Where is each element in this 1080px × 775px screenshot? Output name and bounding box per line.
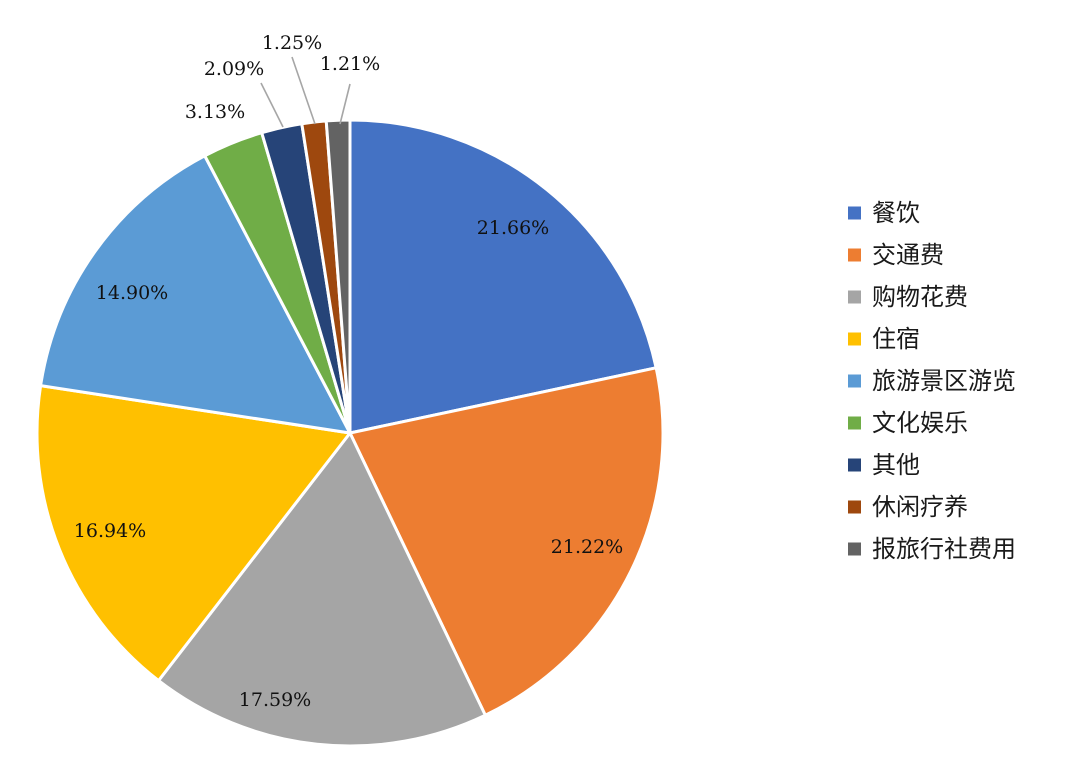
pie-slice bbox=[348, 366, 665, 717]
legend-item: 旅游景区游览 bbox=[848, 367, 1016, 395]
data-label: 14.90% bbox=[96, 282, 168, 304]
legend-swatch bbox=[848, 290, 861, 304]
data-label: 1.25% bbox=[262, 32, 322, 54]
legend-item: 餐饮 bbox=[848, 199, 920, 227]
pie-slices bbox=[35, 118, 665, 748]
data-label: 3.13% bbox=[185, 101, 245, 123]
legend-swatch bbox=[848, 416, 861, 430]
pie-slice bbox=[348, 118, 658, 435]
data-label: 1.21% bbox=[320, 53, 380, 75]
legend-item: 文化娱乐 bbox=[848, 409, 968, 437]
data-label: 21.22% bbox=[551, 536, 623, 558]
data-labels: 21.66% 21.22% 17.59% 16.94% 14.90% 3.13% 2.09%… bbox=[74, 32, 623, 711]
pie-slice bbox=[39, 154, 352, 435]
legend-label: 购物花费 bbox=[872, 283, 968, 311]
legend-label: 报旅行社费用 bbox=[872, 535, 1016, 563]
leader-lines bbox=[260, 56, 351, 128]
legend-label: 住宿 bbox=[872, 325, 920, 353]
legend-item: 交通费 bbox=[848, 241, 944, 269]
pie-slice bbox=[157, 431, 487, 748]
legend-label: 文化娱乐 bbox=[872, 409, 968, 437]
data-label: 2.09% bbox=[204, 58, 264, 80]
data-label: 17.59% bbox=[239, 689, 311, 711]
legend-swatch bbox=[848, 458, 861, 472]
legend-item: 报旅行社费用 bbox=[848, 535, 1016, 563]
data-label: 16.94% bbox=[74, 520, 146, 542]
legend-swatch bbox=[848, 542, 861, 556]
leader-line bbox=[339, 83, 351, 125]
pie-slice bbox=[35, 384, 352, 683]
legend-label: 旅游景区游览 bbox=[872, 367, 1016, 395]
legend-swatch bbox=[848, 374, 861, 388]
legend-item: 休闲疗养 bbox=[848, 493, 968, 521]
legend-label: 交通费 bbox=[872, 241, 944, 269]
pie-slice bbox=[324, 118, 352, 435]
data-label: 21.66% bbox=[477, 217, 549, 239]
legend-label: 餐饮 bbox=[872, 199, 920, 227]
legend-item: 其他 bbox=[848, 451, 920, 479]
legend-swatch bbox=[848, 206, 861, 220]
legend-label: 休闲疗养 bbox=[872, 493, 968, 521]
leader-line bbox=[291, 56, 316, 125]
leader-line bbox=[260, 82, 284, 128]
legend-item: 住宿 bbox=[848, 325, 920, 353]
legend-swatch bbox=[848, 332, 861, 346]
legend-item: 购物花费 bbox=[848, 283, 968, 311]
legend-swatch bbox=[848, 500, 861, 514]
legend-label: 其他 bbox=[872, 451, 920, 479]
legend-swatch bbox=[848, 248, 861, 262]
